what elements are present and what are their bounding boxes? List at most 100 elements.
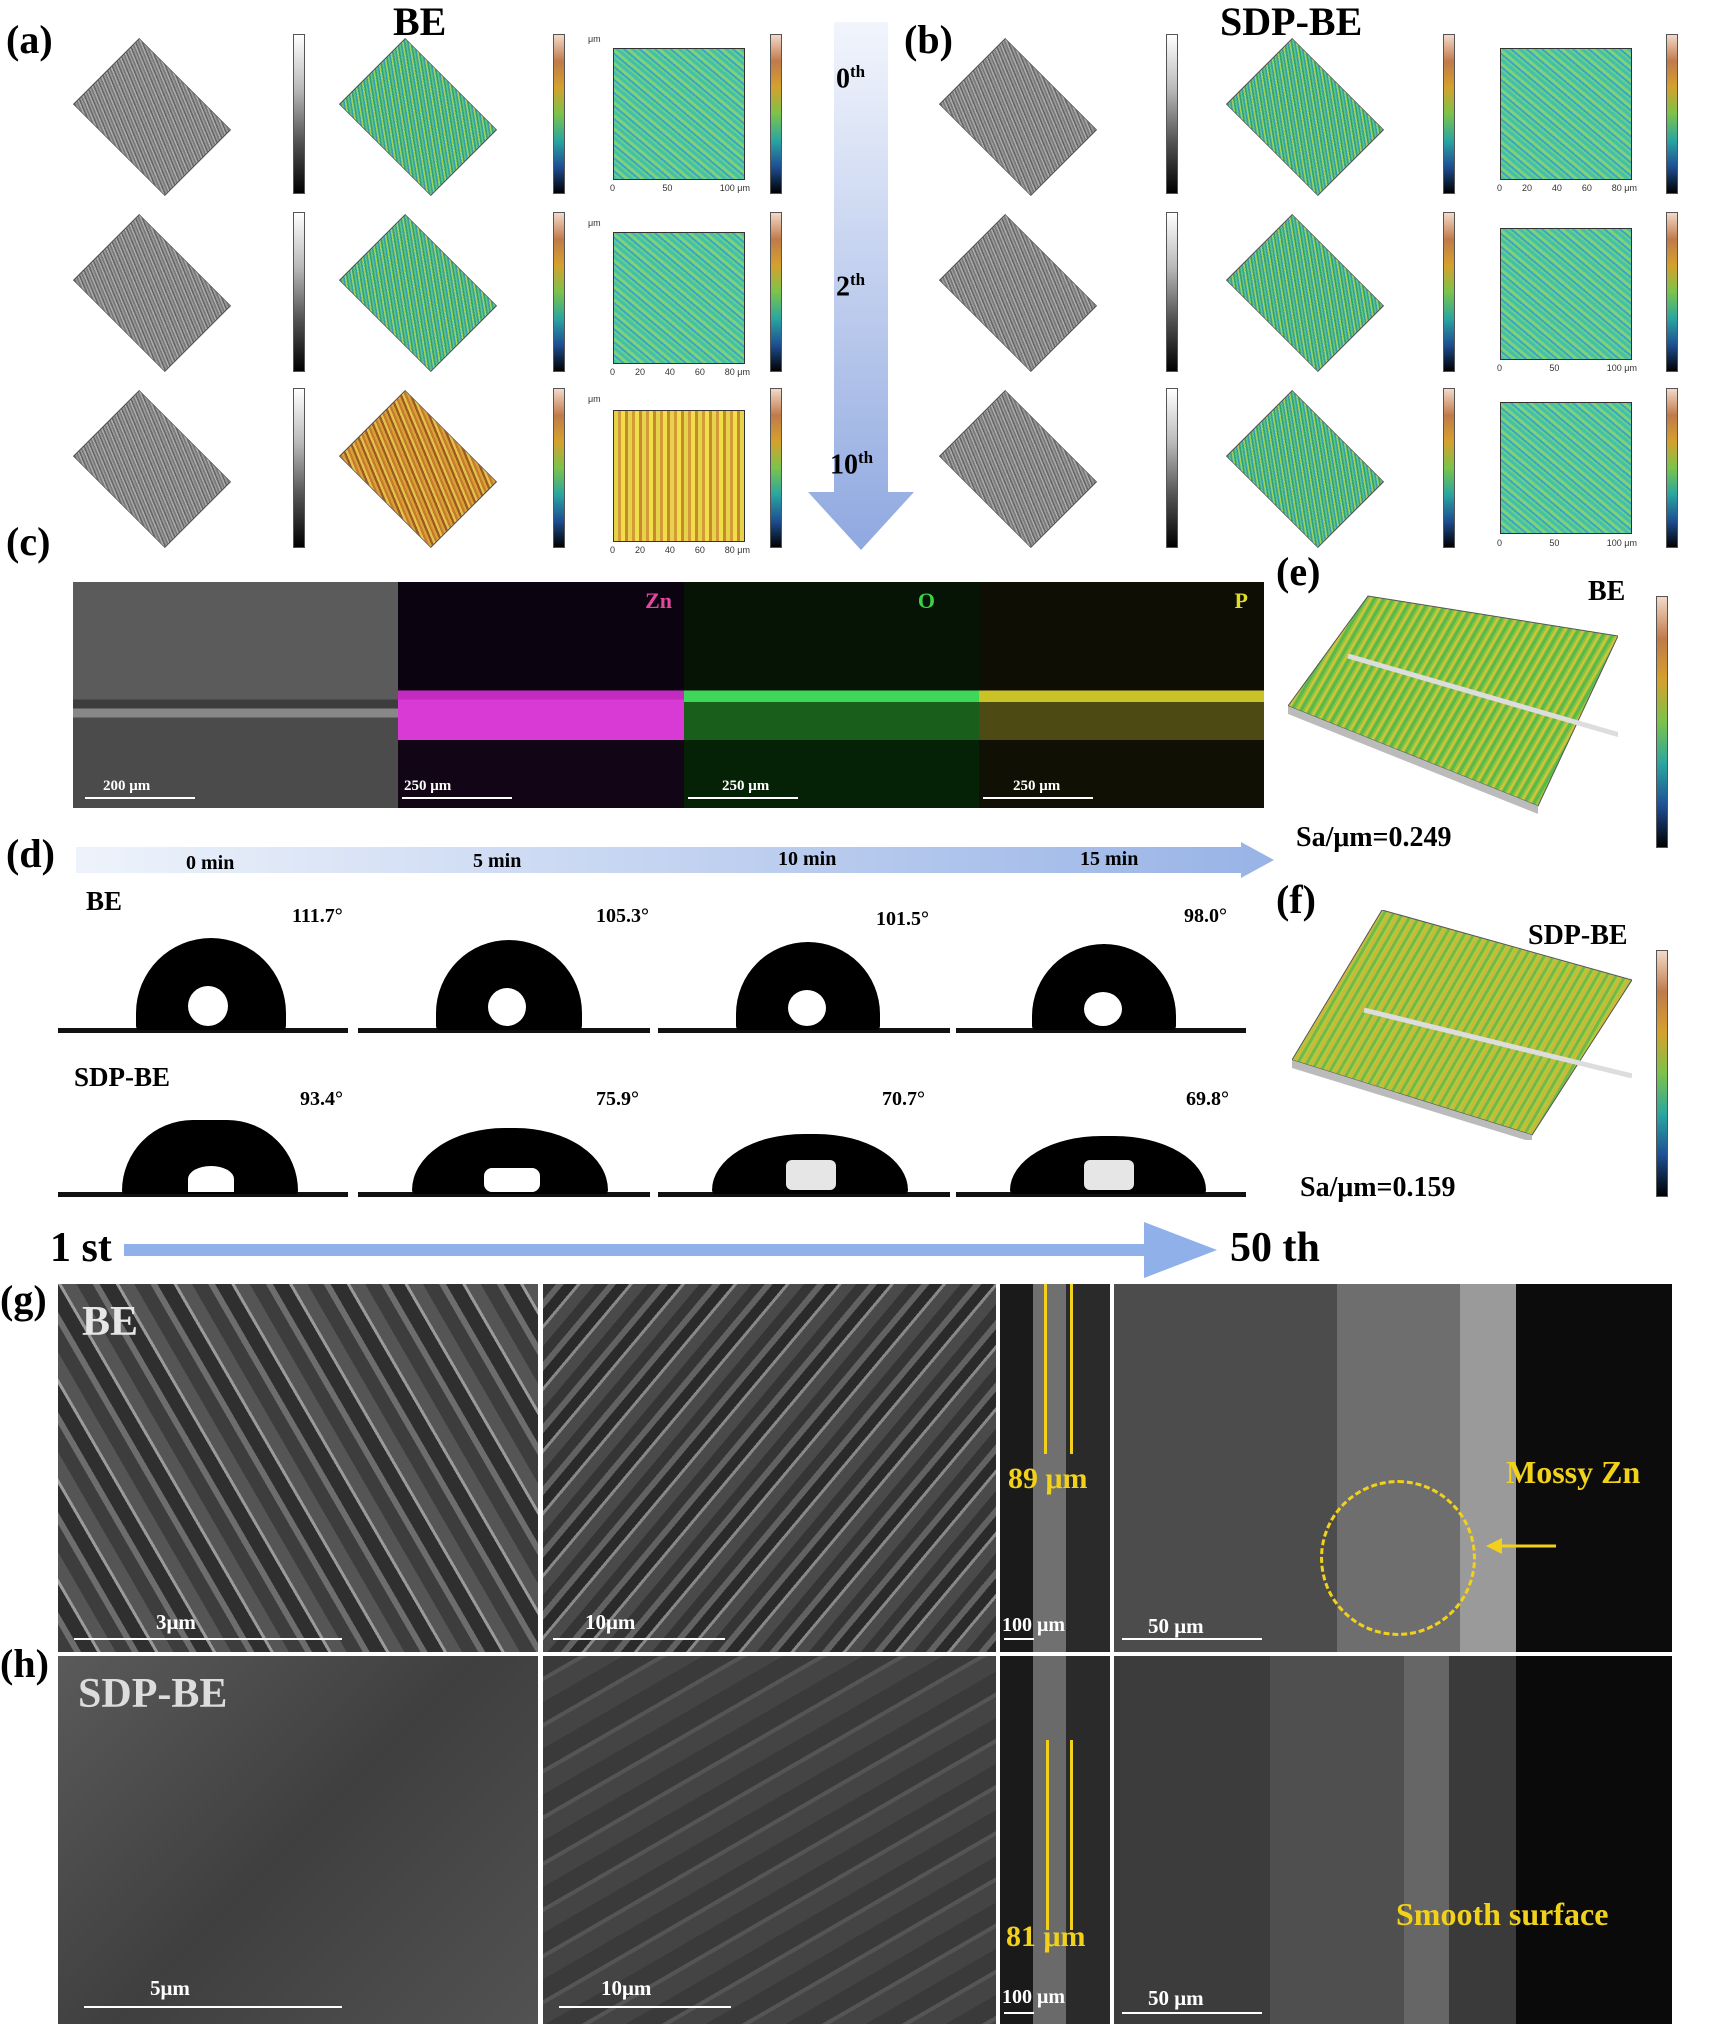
sdp-2th-2d-map [1500, 228, 1632, 360]
eds-element-p: P [1234, 588, 1248, 613]
colorbar-color [1443, 212, 1455, 372]
eds-map-zn: Zn 250 μm [398, 582, 684, 808]
colorbar-color [1666, 212, 1678, 372]
time-15: 15 min [1080, 848, 1139, 870]
colorbar-color [553, 34, 565, 194]
angle-sdp-0: 93.4° [300, 1088, 343, 1110]
sdp-10th-grayscale-3d [938, 389, 1098, 549]
sem-sdp-high-mag: SDP-BE 5μm [58, 1656, 538, 2024]
colorbar-color [1443, 34, 1455, 194]
sdp-10th-2d-map [1500, 402, 1632, 534]
angle-sdp-10: 70.7° [882, 1088, 925, 1110]
be-10th-grayscale-3d [72, 389, 232, 549]
thickness-sdp: 81 μm [1006, 1920, 1086, 1953]
be-2th-grayscale-3d [72, 213, 232, 373]
cycle-end: 50 th [1230, 1225, 1320, 1271]
droplet-be-0 [136, 938, 286, 1030]
scale-bar: 250 μm [1013, 778, 1061, 794]
droplet-be-10 [736, 942, 880, 1030]
eds-element-zn: Zn [645, 588, 672, 613]
colorbar-color [770, 34, 782, 194]
sem-be-high-mag: BE 3μm [58, 1284, 538, 1652]
be-0th-grayscale-3d [72, 37, 232, 197]
sem-be-cross-section: 89 μm 100 μm [1000, 1284, 1110, 1652]
colorbar-color [1666, 388, 1678, 548]
colorbar-gray [1166, 388, 1178, 548]
panel-label-c: (c) [6, 519, 51, 564]
sdp-0th-2d-map [1500, 48, 1632, 180]
droplet-sdp-10 [712, 1134, 908, 1194]
colorbar-color [770, 388, 782, 548]
angle-sdp-15: 69.8° [1186, 1088, 1229, 1110]
row-label-sdp: SDP-BE [74, 1062, 171, 1092]
eds-element-o: O [917, 588, 935, 613]
scale-bar: 200 μm [103, 778, 151, 794]
scale-bar: 250 μm [404, 778, 452, 794]
panel-label-h: (h) [0, 1641, 49, 1686]
panel-e-sa: Sa/μm=0.249 [1296, 822, 1452, 853]
map-x-ticks-b0: 0 20 40 60 80 μm [1497, 183, 1637, 193]
sem-g-title: BE [82, 1299, 139, 1345]
axis-unit: μm [588, 218, 601, 228]
cycle-down-arrow [808, 22, 914, 550]
angle-be-10: 101.5° [876, 908, 929, 930]
sdp-2th-grayscale-3d [938, 213, 1098, 373]
panel-f-title: SDP-BE [1528, 920, 1628, 951]
droplet-sdp-0 [122, 1120, 298, 1194]
panel-label-g: (g) [0, 1277, 47, 1322]
axis-unit: μm [588, 394, 601, 404]
panel-b-title: SDP-BE [1220, 0, 1363, 44]
be-2th-color-3d [338, 213, 498, 373]
angle-be-0: 111.7° [292, 905, 343, 927]
map-x-ticks-a2: 0 20 40 60 80 μm [610, 367, 750, 377]
eds-map-p: P 250 μm [979, 582, 1264, 808]
panel-label-e: (e) [1276, 549, 1321, 594]
scale-bar: 3μm [156, 1610, 196, 1634]
map-x-ticks-b10: 0 50 100 μm [1497, 538, 1637, 548]
cycle-start: 1 st [50, 1225, 112, 1271]
be-0th-2d-map [613, 48, 745, 180]
sem-be-low-mag: 10μm [543, 1284, 996, 1652]
colorbar-gray [293, 34, 305, 194]
droplet-be-5 [436, 940, 582, 1030]
map-x-ticks-a0: 0 50 100 μm [610, 183, 750, 193]
sdp-10th-color-3d [1225, 389, 1385, 549]
angle-be-5: 105.3° [596, 905, 649, 927]
scale-bar: 250 μm [722, 778, 770, 794]
map-x-ticks-b2: 0 50 100 μm [1497, 363, 1637, 373]
panel-label-a: (a) [6, 17, 53, 62]
scale-bar: 50 μm [1148, 1986, 1204, 2010]
be-10th-color-3d [338, 389, 498, 549]
scale-bar: 10μm [585, 1610, 636, 1634]
panel-label-d: (d) [6, 831, 55, 876]
colorbar-color [553, 388, 565, 548]
colorbar-f [1656, 950, 1668, 1197]
panel-e-3d-surface [1287, 586, 1624, 816]
time-arrow [76, 842, 1274, 878]
sem-cross-section: 200 μm [73, 582, 398, 808]
panel-e-title: BE [1588, 576, 1626, 607]
eds-map-o: O 250 μm [684, 582, 979, 808]
sdp-2th-color-3d [1225, 213, 1385, 373]
mossy-zn-circle [1320, 1480, 1476, 1636]
thickness-be: 89 μm [1008, 1462, 1088, 1495]
droplet-sdp-5 [412, 1128, 608, 1194]
droplet-be-15 [1032, 944, 1176, 1030]
colorbar-gray [1166, 212, 1178, 372]
cycle-arrow [124, 1222, 1217, 1278]
be-2th-2d-map [613, 232, 745, 364]
be-0th-color-3d [338, 37, 498, 197]
colorbar-gray [293, 212, 305, 372]
colorbar-gray [1166, 34, 1178, 194]
axis-unit: μm [588, 34, 601, 44]
scale-bar: 5μm [150, 1976, 190, 2000]
time-10: 10 min [778, 848, 837, 870]
sem-h-title: SDP-BE [78, 1671, 228, 1717]
droplet-sdp-15 [1010, 1136, 1206, 1194]
time-5: 5 min [473, 850, 522, 872]
sdp-0th-color-3d [1225, 37, 1385, 197]
be-10th-2d-map [613, 410, 745, 542]
panel-label-b: (b) [904, 17, 953, 62]
sem-be-surface: Mossy Zn 50 μm [1114, 1284, 1672, 1652]
angle-sdp-5: 75.9° [596, 1088, 639, 1110]
